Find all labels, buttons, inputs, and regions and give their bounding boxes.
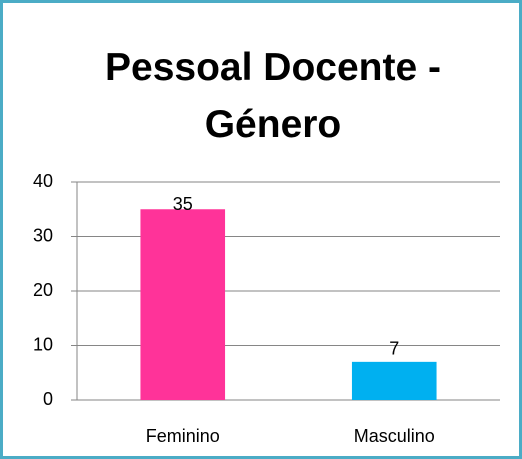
chart-title: Pessoal Docente - Género <box>105 46 441 146</box>
bar <box>351 361 437 400</box>
value-label: 35 <box>173 194 193 214</box>
y-tick-label: 30 <box>33 225 53 245</box>
x-tick-label: Feminino <box>146 426 220 446</box>
x-tick-label: Masculino <box>354 426 435 446</box>
bar <box>140 209 226 400</box>
y-tick-label: 40 <box>33 171 53 191</box>
y-tick-label: 10 <box>33 334 53 354</box>
value-label: 7 <box>389 339 399 359</box>
y-tick-label: 20 <box>33 280 53 300</box>
chart: 0 10 20 30 40 Feminino 35 Masculino 7 <box>33 171 500 446</box>
y-tick-label: 0 <box>43 389 53 409</box>
